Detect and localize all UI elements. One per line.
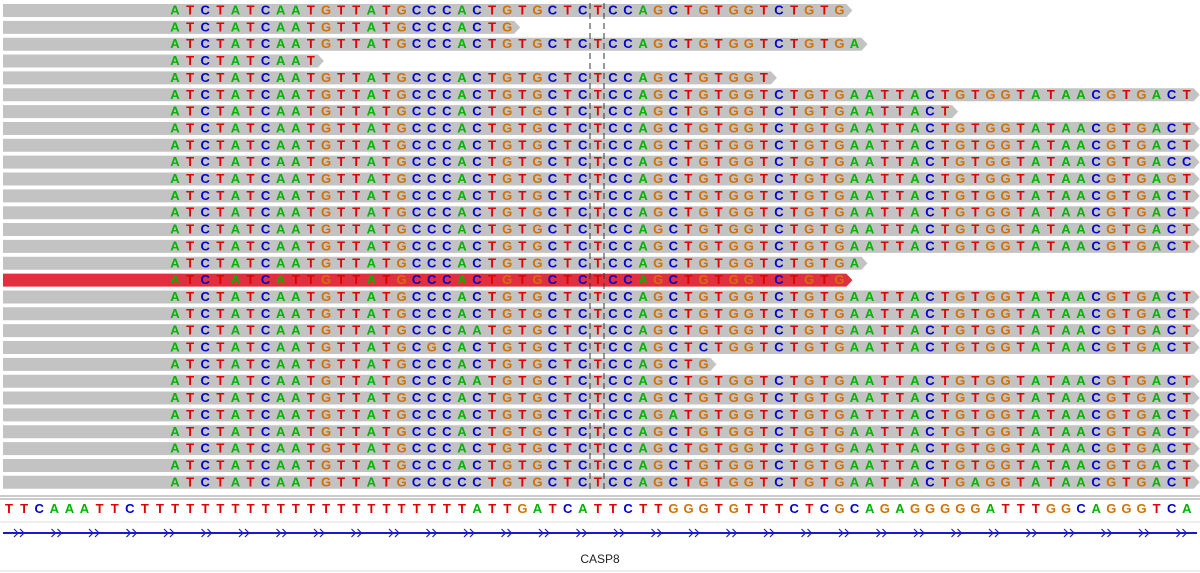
strand-arrow <box>426 528 438 538</box>
read-bar <box>3 458 1200 472</box>
strand-arrow <box>351 528 363 538</box>
read-bar <box>3 206 1200 220</box>
gene-label: CASP8 <box>580 552 620 566</box>
strand-arrow <box>201 528 213 538</box>
read-bar <box>3 155 1200 169</box>
read-bar <box>3 290 1200 304</box>
read-bar <box>3 324 1200 338</box>
strand-arrow <box>51 528 63 538</box>
strand-arrow <box>838 528 850 538</box>
strand-arrow <box>913 528 925 538</box>
strand-arrow <box>576 528 588 538</box>
read-bar <box>3 189 1200 203</box>
strand-arrow <box>238 528 250 538</box>
read-bar <box>3 341 1200 354</box>
strand-arrow <box>951 528 963 538</box>
read-bar <box>3 4 853 17</box>
read-bar <box>3 475 1200 489</box>
read-bar <box>3 54 324 68</box>
read-bar <box>3 374 1200 388</box>
read-bar <box>3 88 1200 102</box>
strand-arrow <box>1138 528 1150 538</box>
strand-arrow <box>126 528 138 538</box>
read-bar <box>3 442 1200 456</box>
strand-arrow <box>1063 528 1075 538</box>
read-bar <box>3 408 1200 422</box>
strand-arrow <box>388 528 400 538</box>
strand-arrow <box>651 528 663 538</box>
read-bar <box>3 223 1200 237</box>
strand-arrow <box>163 528 175 538</box>
read-bar <box>3 273 853 287</box>
read-bar <box>3 256 868 270</box>
strand-arrow <box>613 528 625 538</box>
strand-arrow <box>276 528 288 538</box>
read-bar <box>3 307 1200 321</box>
read-bar <box>3 20 521 34</box>
strand-arrow <box>313 528 325 538</box>
strand-arrow <box>1026 528 1038 538</box>
read-bar <box>3 239 1200 253</box>
read-bar <box>3 121 1200 135</box>
strand-arrow <box>801 528 813 538</box>
read-bar <box>3 172 1200 186</box>
strand-arrow <box>876 528 888 538</box>
strand-arrow <box>688 528 700 538</box>
strand-arrow <box>538 528 550 538</box>
strand-arrow <box>1176 528 1188 538</box>
strand-arrow <box>726 528 738 538</box>
strand-arrow <box>501 528 513 538</box>
read-bar <box>3 357 717 371</box>
strand-arrow <box>88 528 100 538</box>
read-bar <box>3 391 1200 405</box>
read-bar <box>3 37 868 51</box>
read-bar <box>3 138 1200 152</box>
read-bar <box>3 71 777 85</box>
strand-arrows <box>13 528 1188 538</box>
read-bar <box>3 425 1200 439</box>
strand-arrow <box>988 528 1000 538</box>
strand-arrow <box>763 528 775 538</box>
strand-arrow <box>463 528 475 538</box>
strand-arrow <box>1101 528 1113 538</box>
strand-arrow <box>13 528 25 538</box>
read-bar <box>3 105 959 119</box>
